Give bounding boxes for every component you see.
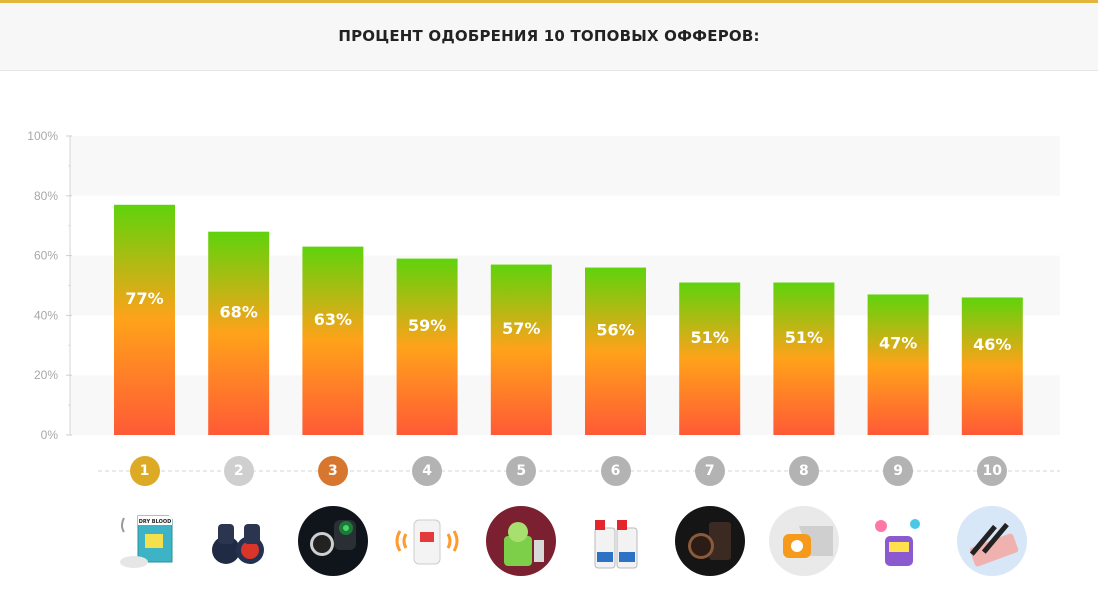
watch-binoculars-icon [297, 506, 368, 576]
bar-value-label: 68% [220, 302, 258, 321]
dry-blood-box-icon: DRY BLOOD [109, 506, 180, 576]
bar-value-label: 51% [785, 328, 823, 347]
header-bar: ПРОЦЕНТ ОДОБРЕНИЯ 10 ТОПОВЫХ ОФФЕРОВ: [0, 0, 1098, 71]
bar-value-label: 59% [408, 316, 446, 335]
bar [679, 282, 741, 435]
bar-value-labels: 77% 68% 63% 59% 57% 56% 51% 51% 47% 46% [125, 289, 1011, 354]
bar [773, 282, 835, 435]
y-tick-label: 0% [41, 428, 59, 442]
bar-value-label: 47% [879, 334, 917, 353]
bar-value-label: 56% [596, 320, 634, 339]
bar-value-label: 51% [691, 328, 729, 347]
bar [302, 246, 364, 435]
y-tick-label: 80% [34, 189, 58, 203]
rank-badge: 8 [788, 456, 819, 486]
bar [867, 294, 929, 435]
bar-value-label: 63% [314, 310, 352, 329]
bar [490, 264, 552, 435]
bar-value-label: 77% [125, 289, 163, 308]
y-tick-label: 40% [34, 308, 58, 322]
y-tick-label: 20% [34, 368, 58, 382]
rank-badge: 6 [600, 456, 631, 486]
grid-band [70, 136, 1060, 196]
eyebrow-pen-icon [957, 506, 1028, 576]
bar [585, 267, 646, 435]
bar [961, 297, 1023, 435]
rank-badge: 9 [883, 456, 914, 486]
chart-title: ПРОЦЕНТ ОДОБРЕНИЯ 10 ТОПОВЫХ ОФФЕРОВ: [338, 27, 760, 45]
rank-badge: 5 [506, 456, 537, 486]
y-tick-label: 100% [27, 129, 58, 143]
bar-value-label: 46% [973, 335, 1011, 354]
bar [396, 258, 458, 435]
svg-text:DRY BLOOD: DRY BLOOD [138, 519, 171, 525]
rank-badge: 4 [412, 456, 443, 486]
rank-badge: 10 [977, 456, 1008, 486]
wallet-watch-icon [674, 506, 745, 576]
bar [208, 231, 270, 435]
y-axis: 0% 20% 40% 60% 80% 100% [27, 129, 72, 442]
car-cleaner-bottles-icon [580, 506, 651, 576]
car-part-icon [768, 506, 839, 576]
rank-badge: 7 [694, 456, 725, 486]
rank-badge: 1 [129, 456, 160, 486]
y-tick-label: 60% [34, 249, 58, 263]
bars [114, 204, 1023, 435]
rank-badge: 2 [223, 456, 254, 486]
vegetable-grater-icon [486, 506, 557, 576]
rank-badge: 3 [317, 456, 348, 486]
bar-value-label: 57% [502, 319, 540, 338]
repeller-plug-icon [392, 506, 463, 576]
bubble-toy-icon [863, 506, 934, 576]
binoculars-icon [203, 506, 274, 576]
bar [114, 204, 175, 435]
